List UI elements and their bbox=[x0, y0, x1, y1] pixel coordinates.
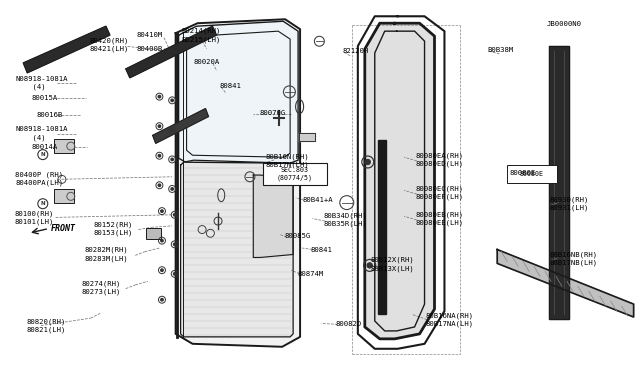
Polygon shape bbox=[153, 109, 209, 143]
Text: 80016B: 80016B bbox=[36, 112, 63, 118]
Text: 80020A: 80020A bbox=[194, 59, 220, 65]
FancyBboxPatch shape bbox=[145, 228, 161, 239]
Text: 80015A: 80015A bbox=[32, 95, 58, 101]
Polygon shape bbox=[180, 160, 293, 337]
Text: 80820(RH)
80821(LH): 80820(RH) 80821(LH) bbox=[27, 318, 67, 333]
Text: 80080E: 80080E bbox=[510, 170, 536, 176]
Circle shape bbox=[173, 273, 176, 275]
Text: 80085G: 80085G bbox=[285, 233, 311, 239]
Text: 80274(RH)
80273(LH): 80274(RH) 80273(LH) bbox=[81, 280, 120, 295]
Circle shape bbox=[173, 214, 176, 216]
Text: 80B16NB(RH)
80B17NB(LH): 80B16NB(RH) 80B17NB(LH) bbox=[549, 252, 598, 266]
Text: 80080E: 80080E bbox=[520, 171, 544, 177]
Polygon shape bbox=[126, 26, 216, 78]
Circle shape bbox=[171, 129, 173, 131]
Text: 80282M(RH)
80283M(LH): 80282M(RH) 80283M(LH) bbox=[84, 247, 128, 262]
Text: 80410M: 80410M bbox=[136, 32, 163, 38]
Text: 80080EB(RH)
80080EE(LH): 80080EB(RH) 80080EE(LH) bbox=[415, 211, 464, 226]
Text: 80070G: 80070G bbox=[259, 110, 285, 116]
Text: JB0000N0: JB0000N0 bbox=[546, 21, 581, 27]
Circle shape bbox=[171, 158, 173, 161]
Text: 80874M: 80874M bbox=[298, 271, 324, 277]
Text: 80082D: 80082D bbox=[336, 321, 362, 327]
Polygon shape bbox=[365, 23, 435, 339]
Text: 80B41+A: 80B41+A bbox=[302, 197, 333, 203]
FancyBboxPatch shape bbox=[507, 165, 557, 183]
FancyBboxPatch shape bbox=[54, 139, 74, 153]
Polygon shape bbox=[300, 133, 316, 141]
Text: 80100(RH)
80101(LH): 80100(RH) 80101(LH) bbox=[14, 210, 54, 225]
Text: N08918-1081A
    (4): N08918-1081A (4) bbox=[15, 76, 68, 90]
Polygon shape bbox=[179, 21, 298, 163]
Circle shape bbox=[158, 96, 161, 98]
FancyBboxPatch shape bbox=[54, 189, 74, 203]
Text: 80B34D(RH)
80B35R(LH): 80B34D(RH) 80B35R(LH) bbox=[323, 212, 367, 227]
Circle shape bbox=[161, 298, 163, 301]
Text: SEC.803
(80774/5): SEC.803 (80774/5) bbox=[276, 167, 313, 181]
Circle shape bbox=[161, 269, 163, 272]
Circle shape bbox=[171, 99, 173, 102]
Circle shape bbox=[158, 125, 161, 127]
Circle shape bbox=[365, 160, 371, 164]
Polygon shape bbox=[497, 250, 634, 317]
Text: 80841: 80841 bbox=[310, 247, 332, 253]
Circle shape bbox=[173, 243, 176, 246]
Text: 80B12X(RH)
80B13X(LH): 80B12X(RH) 80B13X(LH) bbox=[371, 257, 415, 272]
Text: 80B16N(RH)
80B17N(LH): 80B16N(RH) 80B17N(LH) bbox=[266, 154, 310, 168]
Text: 80400P (RH)
80400PA(LH): 80400P (RH) 80400PA(LH) bbox=[15, 171, 63, 186]
Text: 80841: 80841 bbox=[220, 83, 241, 89]
Text: 80080EC(RH)
80080EF(LH): 80080EC(RH) 80080EF(LH) bbox=[415, 185, 464, 200]
Text: FRONT: FRONT bbox=[51, 224, 76, 233]
Polygon shape bbox=[253, 175, 293, 257]
Text: 82120H: 82120H bbox=[342, 48, 369, 54]
Circle shape bbox=[158, 154, 161, 157]
Circle shape bbox=[367, 263, 372, 268]
Text: 80080EA(RH)
80080ED(LH): 80080EA(RH) 80080ED(LH) bbox=[415, 152, 464, 167]
Text: BD214(RH)
BD215(LH): BD214(RH) BD215(LH) bbox=[181, 28, 220, 43]
Text: 80420(RH)
80421(LH): 80420(RH) 80421(LH) bbox=[90, 38, 129, 52]
Text: 80B16NA(RH)
80B17NA(LH): 80B16NA(RH) 80B17NA(LH) bbox=[425, 312, 473, 327]
Text: N08918-1081A
    (4): N08918-1081A (4) bbox=[15, 126, 68, 141]
Polygon shape bbox=[23, 26, 110, 73]
Polygon shape bbox=[378, 140, 386, 314]
Circle shape bbox=[161, 240, 163, 242]
Circle shape bbox=[158, 184, 161, 186]
Text: N: N bbox=[40, 152, 45, 157]
Polygon shape bbox=[549, 46, 569, 319]
Circle shape bbox=[171, 188, 173, 190]
Text: B0B38M: B0B38M bbox=[487, 47, 513, 53]
Text: 80400B: 80400B bbox=[136, 46, 163, 52]
Text: 80014A: 80014A bbox=[32, 144, 58, 150]
Circle shape bbox=[161, 210, 163, 212]
Text: N: N bbox=[40, 201, 45, 206]
Text: 80930(RH)
80931(LH): 80930(RH) 80931(LH) bbox=[549, 196, 589, 211]
Polygon shape bbox=[175, 19, 300, 347]
FancyBboxPatch shape bbox=[263, 163, 326, 185]
Text: 80152(RH)
80153(LH): 80152(RH) 80153(LH) bbox=[94, 221, 133, 236]
